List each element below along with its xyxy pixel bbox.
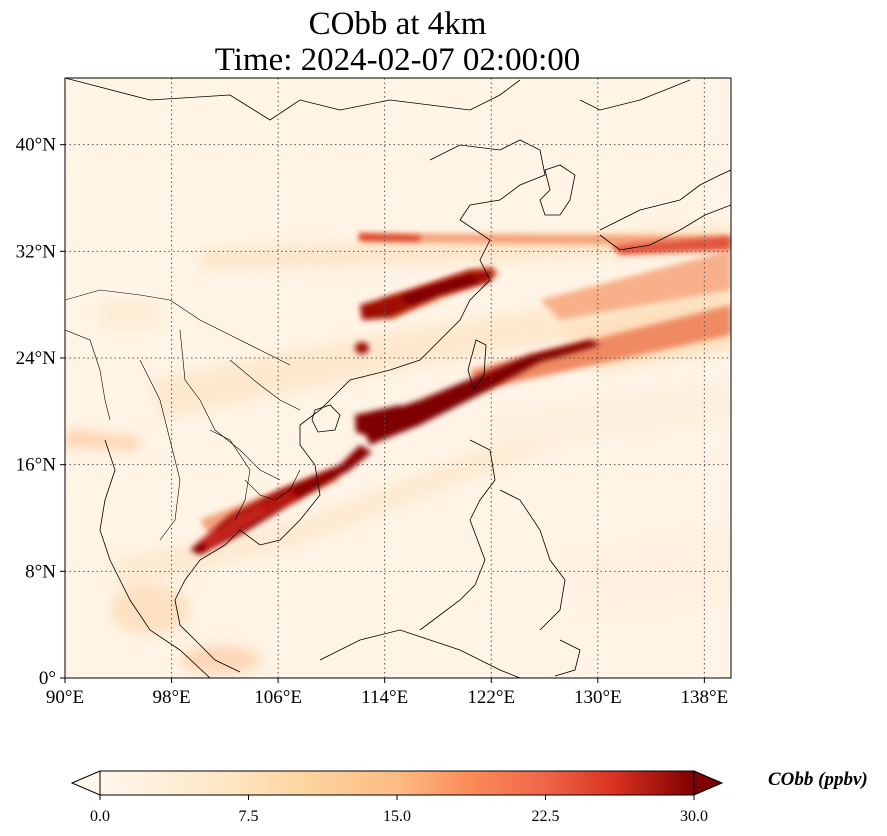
- colorbar-tick-label: 30.0: [680, 808, 708, 825]
- country-borders: [65, 289, 301, 541]
- gridlines: [65, 78, 731, 678]
- colorbar: 0.0 7.5 15.0 22.5 30.0: [70, 770, 724, 825]
- concentration-field-intense: [190, 234, 731, 555]
- longitude-axis: 90°E 98°E 106°E 114°E 122°E 130°E 138°E: [46, 678, 728, 708]
- lon-tick-label: 90°E: [46, 687, 84, 708]
- colorbar-gradient: [99, 770, 695, 796]
- lon-tick-label: 106°E: [254, 687, 302, 708]
- colorbar-tick-label: 7.5: [239, 808, 259, 825]
- colorbar-tick-label: 15.0: [383, 808, 411, 825]
- lat-tick-label: 0°: [39, 668, 56, 689]
- lat-tick-label: 24°N: [16, 348, 57, 369]
- lat-tick-label: 32°N: [16, 241, 57, 262]
- map-title: CObb at 4km: [308, 6, 487, 42]
- map-panel: [65, 78, 731, 678]
- colorbar-tick-label: 0.0: [90, 808, 110, 825]
- lon-tick-label: 122°E: [467, 687, 515, 708]
- lon-tick-label: 130°E: [574, 687, 622, 708]
- map-frame: [64, 77, 732, 679]
- map-subtitle-time: Time: 2024-02-07 02:00:00: [214, 42, 581, 78]
- lat-tick-label: 40°N: [16, 135, 57, 156]
- lon-tick-label: 98°E: [152, 687, 190, 708]
- colorbar-extend-max: [693, 770, 724, 796]
- lat-tick-label: 16°N: [16, 455, 57, 476]
- colorbar-ticks: 0.0 7.5 15.0 22.5 30.0: [90, 795, 708, 825]
- lon-tick-label: 138°E: [681, 687, 729, 708]
- colorbar-extend-min: [70, 770, 101, 796]
- latitude-axis: 0° 8°N 16°N 24°N 32°N 40°N: [16, 135, 65, 689]
- lon-tick-label: 114°E: [361, 687, 408, 708]
- lat-tick-label: 8°N: [25, 561, 56, 582]
- colorbar-label: CObb (ppbv): [768, 769, 868, 790]
- colorbar-tick-label: 22.5: [532, 808, 560, 825]
